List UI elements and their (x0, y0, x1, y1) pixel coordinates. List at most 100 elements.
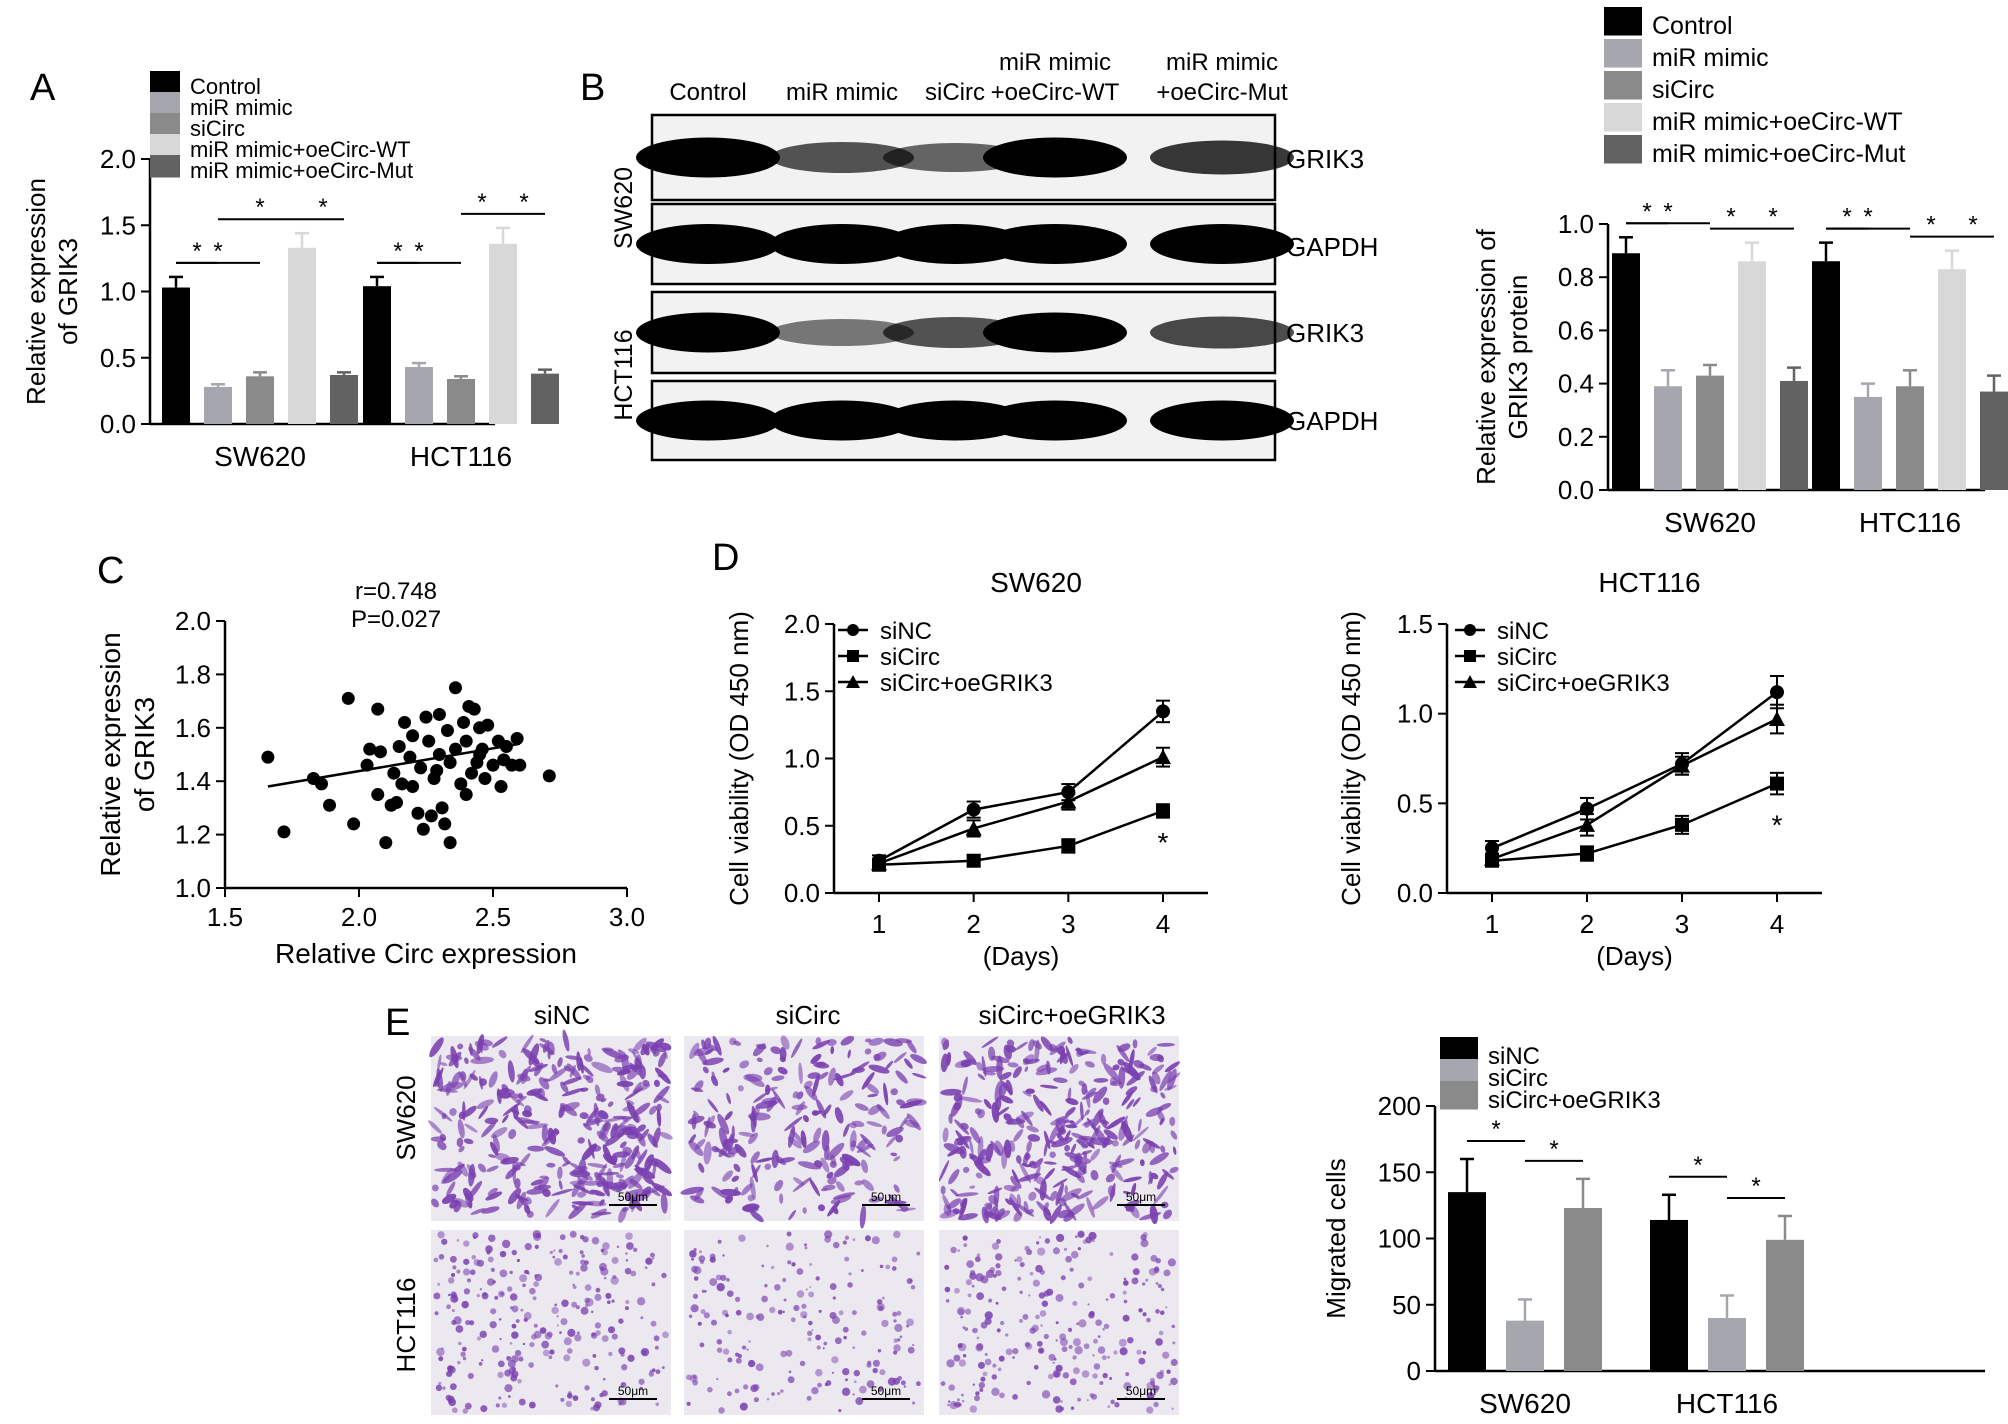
stained-cell (652, 1158, 672, 1174)
stained-cell (485, 1245, 493, 1253)
stained-cell (632, 1247, 638, 1253)
stained-cell (492, 1280, 496, 1284)
stained-cell (912, 1401, 916, 1405)
stained-cell (1156, 1371, 1164, 1380)
stained-cell (1136, 1349, 1142, 1355)
stained-cell (598, 1172, 620, 1176)
stained-cell (1150, 1380, 1156, 1386)
stained-cell (603, 1276, 607, 1280)
stained-cell (1084, 1122, 1090, 1128)
stained-cell (499, 1250, 507, 1258)
stained-cell (810, 1053, 822, 1064)
stained-cell (492, 1134, 500, 1152)
stained-cell (851, 1310, 857, 1316)
stained-cell (755, 1363, 764, 1372)
stained-cell (716, 1282, 725, 1292)
legend-swatch (150, 71, 180, 94)
stained-cell (522, 1283, 526, 1288)
stained-cell (803, 1080, 813, 1090)
y-axis-label: Relative expression ofGRIK3 protein (1471, 228, 1533, 485)
stained-cell (431, 1198, 440, 1208)
stained-cell (622, 1064, 642, 1070)
stained-cell (488, 1154, 496, 1158)
stained-cell (823, 1341, 828, 1346)
stained-cell (1078, 1319, 1087, 1328)
scatter-point (373, 745, 387, 759)
blot-column-label-5: miR mimic +oeCirc-Mut (1156, 49, 1288, 106)
stained-cell (1122, 1134, 1135, 1146)
stained-cell (615, 1174, 624, 1179)
stained-cell (584, 1303, 589, 1308)
stained-cell (797, 1161, 822, 1170)
blot-column-label-4: miR mimic +oeCirc-WT (991, 49, 1120, 106)
stained-cell (709, 1253, 716, 1260)
stained-cell (854, 1380, 857, 1384)
stained-cell (957, 1249, 961, 1252)
bar (1812, 261, 1840, 490)
stained-cell (864, 1038, 872, 1043)
x-axis-label: (Days) (1596, 941, 1673, 971)
scatter-point (424, 809, 438, 823)
stained-cell (456, 1137, 464, 1148)
stained-cell (700, 1309, 706, 1315)
stained-cell (1053, 1077, 1068, 1083)
stained-cell (745, 1074, 765, 1088)
stained-cell (793, 1177, 805, 1186)
stained-cell (954, 1058, 976, 1068)
y-axis-label: Cell viability (OD 450 nm) (1336, 611, 1366, 906)
stained-cell (520, 1034, 534, 1054)
stained-cell (1102, 1372, 1108, 1379)
stained-cell (693, 1248, 697, 1252)
stained-cell (661, 1272, 667, 1279)
stained-cell (857, 1138, 868, 1149)
marker-square (1464, 650, 1476, 662)
stained-cell (1085, 1109, 1090, 1116)
stained-cell (1022, 1090, 1032, 1097)
stained-cell (603, 1117, 624, 1123)
stained-cell (561, 1299, 569, 1307)
stained-cell (532, 1296, 537, 1301)
stained-cell (748, 1340, 751, 1343)
stained-cell (741, 1345, 747, 1350)
stained-cell (969, 1405, 978, 1413)
stained-cell (618, 1318, 624, 1324)
stained-cell (1097, 1346, 1106, 1354)
marker-triangle (1769, 711, 1785, 727)
stained-cell (1038, 1236, 1042, 1239)
stained-cell (625, 1259, 629, 1262)
stained-cell (974, 1256, 981, 1263)
stained-cell (548, 1067, 568, 1082)
stained-cell (607, 1101, 614, 1107)
stained-cell (749, 1115, 755, 1122)
stained-cell (969, 1269, 976, 1276)
blot-band (770, 400, 914, 441)
stained-cell (487, 1187, 498, 1196)
stained-cell (640, 1347, 650, 1357)
stained-cell (787, 1260, 792, 1265)
stained-cell (1103, 1129, 1118, 1140)
stained-cell (735, 1352, 740, 1357)
legend-label: miR mimic (1652, 44, 1769, 72)
stained-cell (656, 1109, 662, 1127)
stained-cell (807, 1337, 812, 1342)
stained-cell (893, 1319, 897, 1323)
stained-cell (507, 1286, 513, 1292)
stained-cell (490, 1141, 499, 1156)
stained-cell (528, 1063, 549, 1072)
stained-cell (790, 1317, 796, 1323)
stained-cell (524, 1123, 549, 1130)
stained-cell (588, 1117, 603, 1123)
stained-cell (1037, 1247, 1046, 1256)
stained-cell (430, 1136, 446, 1142)
micrograph-row-label-hct116: HCT116 (391, 1278, 421, 1373)
stained-cell (893, 1344, 901, 1352)
stained-cell (1074, 1235, 1078, 1239)
bar-chart-grik3-mrna: 0.0 0.5 1.0 1.5 2.0 Relative expressionof GRI… (21, 71, 559, 472)
stained-cell (1047, 1373, 1054, 1380)
stained-cell (620, 1381, 627, 1388)
stained-cell (529, 1090, 549, 1102)
stained-cell (771, 1149, 779, 1169)
stained-cell (896, 1310, 902, 1316)
stained-cell (1076, 1047, 1084, 1056)
blot-column-label-3: siCirc (925, 79, 985, 106)
